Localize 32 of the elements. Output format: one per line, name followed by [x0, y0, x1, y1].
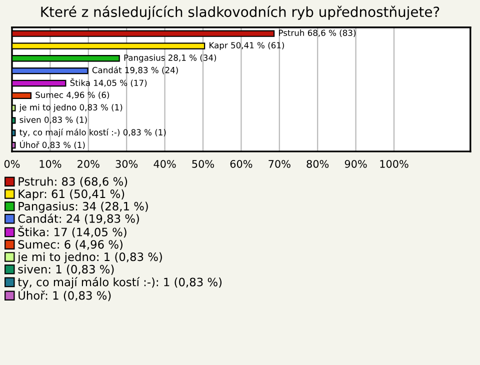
- legend-label: siven: 1 (0,83 %): [18, 264, 114, 275]
- legend-label: Sumec: 6 (4,96 %): [18, 240, 122, 250]
- legend-label: Kapr: 61 (50,41 %): [18, 189, 124, 200]
- data-label: siven 0,83 % (1): [20, 116, 87, 124]
- x-tick-label: 40%: [154, 160, 176, 168]
- x-tick-label: 20%: [78, 160, 100, 168]
- data-label: Sumec 4,96 % (6): [36, 92, 110, 100]
- x-tick-label: 90%: [344, 160, 367, 168]
- data-label: ty, co mají málo kostí :-) 0,83 % (1): [20, 128, 166, 138]
- legend-label: Pangasius: 34 (28,1 %): [18, 202, 148, 213]
- data-label: Pstruh 68,6 % (83): [279, 30, 356, 37]
- x-tick-label: 70%: [268, 160, 290, 168]
- legend-label: Štika: 17 (14,05 %): [18, 226, 126, 238]
- x-tick-label: 60%: [230, 160, 252, 168]
- legend-label: je mi to jedno: 1 (0,83 %): [17, 252, 162, 264]
- data-label: Pangasius 28,1 % (34): [124, 54, 216, 62]
- x-tick-label: 10%: [40, 160, 62, 168]
- x-tick-label: 0%: [4, 160, 20, 168]
- legend-label: Candát: 24 (19,83 %): [18, 214, 139, 224]
- data-label: Štika 14,05 % (17): [70, 78, 147, 87]
- chart-title: Které z následujících sladkovodních ryb upřednostňujete?: [41, 6, 440, 20]
- x-tick-label: 80%: [306, 160, 329, 168]
- legend-label: Pstruh: 83 (68,6 %): [18, 176, 128, 188]
- x-tick-label: 50%: [192, 160, 214, 168]
- data-label: Candát 19,83 % (24): [92, 66, 178, 74]
- data-label: je mi to jedno 0,83 % (1): [19, 104, 122, 112]
- data-label: Kapr 50,41 % (61): [210, 42, 284, 50]
- x-tick-label: 100%: [380, 160, 408, 168]
- data-label: Úhoř 0,83 % (1): [20, 140, 85, 150]
- x-tick-label: 30%: [116, 160, 138, 168]
- legend-label: ty, co mají málo kostí :-): 1 (0,83 %): [18, 277, 222, 289]
- legend-label: Úhoř: 1 (0,83 %): [18, 289, 111, 302]
